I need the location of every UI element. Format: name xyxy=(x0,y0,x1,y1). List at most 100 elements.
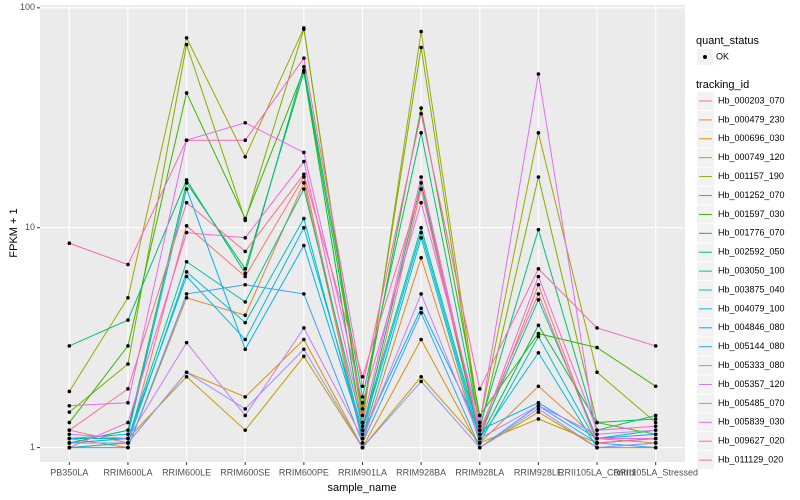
x-tick-label: RRII105LA_Stressed xyxy=(613,467,698,477)
x-tick-label: RRIM600LE xyxy=(162,467,211,477)
data-point xyxy=(536,292,541,296)
data-point xyxy=(126,445,130,450)
legend-label: Hb_005485_070 xyxy=(718,398,785,408)
data-point xyxy=(184,296,189,300)
data-point xyxy=(243,216,248,221)
data-point xyxy=(302,225,306,230)
data-point xyxy=(595,445,599,450)
data-point xyxy=(243,267,248,271)
data-point xyxy=(184,340,189,345)
data-point xyxy=(419,337,423,342)
data-point xyxy=(477,436,482,441)
data-point xyxy=(243,428,248,432)
x-tick-label: RRII105LA_Control xyxy=(558,467,636,477)
data-point xyxy=(419,235,423,240)
data-point xyxy=(419,292,423,296)
data-point xyxy=(360,436,365,441)
data-point xyxy=(536,175,541,179)
data-point xyxy=(302,27,306,31)
data-point xyxy=(184,138,189,143)
data-point xyxy=(419,311,423,315)
data-point xyxy=(653,436,658,441)
data-point xyxy=(302,347,306,352)
data-point xyxy=(360,424,365,429)
data-point xyxy=(653,417,658,421)
data-point xyxy=(126,362,130,366)
data-point xyxy=(360,432,365,437)
data-point xyxy=(419,187,423,191)
x-tick-label: RRIM600SE xyxy=(220,467,270,477)
data-point xyxy=(536,331,541,336)
shape-legend-title: quant_status xyxy=(696,35,759,47)
x-tick-label: PB350LA xyxy=(50,467,88,477)
data-point xyxy=(302,172,306,177)
data-point xyxy=(653,424,658,429)
data-point xyxy=(653,384,658,389)
data-point xyxy=(419,175,423,179)
legend-label: Hb_001157_190 xyxy=(718,171,784,181)
data-point xyxy=(126,420,130,425)
data-point xyxy=(126,400,130,405)
data-point xyxy=(184,230,189,235)
data-point xyxy=(67,241,72,246)
data-point xyxy=(536,384,541,389)
data-point xyxy=(243,274,248,279)
data-point xyxy=(126,296,130,300)
data-point xyxy=(536,350,541,355)
data-point xyxy=(243,155,248,159)
data-point xyxy=(419,111,423,116)
data-point xyxy=(360,441,365,445)
data-point xyxy=(419,200,423,205)
x-axis-title: sample_name xyxy=(327,482,396,494)
legend-label: Hb_005839_030 xyxy=(718,417,785,427)
x-tick-label: RRIM901LA xyxy=(338,467,387,477)
data-point xyxy=(302,181,306,185)
data-point xyxy=(243,235,248,240)
data-point xyxy=(243,271,248,276)
data-point xyxy=(126,318,130,322)
data-point xyxy=(184,274,189,279)
data-point xyxy=(653,432,658,437)
data-point xyxy=(67,432,72,437)
data-point xyxy=(653,413,658,418)
data-point xyxy=(243,138,248,143)
data-point xyxy=(360,413,365,418)
x-tick-label: RRIM600PE xyxy=(279,467,329,477)
data-point xyxy=(302,216,306,221)
data-point xyxy=(126,387,130,391)
data-point xyxy=(243,283,248,287)
data-point xyxy=(419,106,423,110)
data-point xyxy=(419,379,423,384)
data-point xyxy=(302,243,306,248)
data-point xyxy=(536,274,541,279)
data-point xyxy=(477,387,482,391)
x-tick-label: RRIM600LA xyxy=(103,467,152,477)
data-point xyxy=(184,270,189,274)
x-tick-label: RRIM928LA xyxy=(455,467,504,477)
data-point xyxy=(126,441,130,445)
data-point xyxy=(595,370,599,375)
data-point xyxy=(243,407,248,411)
data-point xyxy=(243,120,248,125)
x-tick-label: RRIM928BA xyxy=(396,467,446,477)
legend-point xyxy=(703,55,707,59)
data-point xyxy=(595,428,599,432)
data-point xyxy=(536,417,541,421)
data-point xyxy=(243,347,248,352)
data-point xyxy=(184,36,189,40)
data-point xyxy=(536,283,541,287)
data-point xyxy=(536,407,541,411)
data-point xyxy=(67,410,72,414)
data-point xyxy=(536,131,541,135)
data-point xyxy=(243,413,248,418)
data-point xyxy=(67,428,72,432)
data-point xyxy=(67,441,72,445)
data-point xyxy=(477,424,482,429)
data-point xyxy=(477,441,482,445)
data-point xyxy=(595,436,599,441)
data-point xyxy=(419,225,423,230)
legend-label: Hb_000203_070 xyxy=(718,95,785,105)
data-point xyxy=(360,407,365,411)
data-point xyxy=(477,420,482,425)
data-point xyxy=(126,428,130,432)
